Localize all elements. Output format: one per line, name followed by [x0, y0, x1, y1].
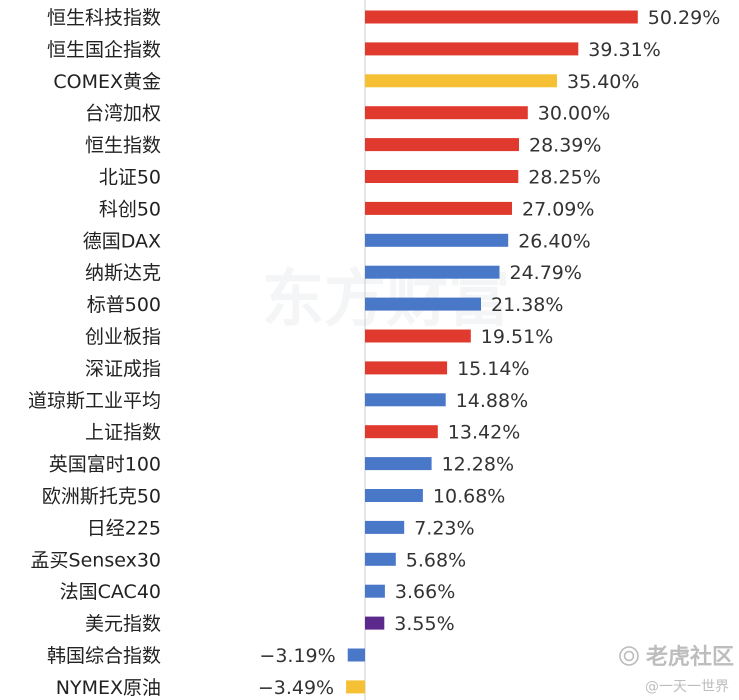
category-label-19: 美元指数 — [85, 613, 161, 635]
category-label-1: 恒生国企指数 — [47, 39, 161, 61]
category-label-20: 韩国综合指数 — [47, 645, 161, 667]
brand-author: @一天一世界 — [645, 679, 729, 695]
value-label-8: 24.79% — [510, 262, 582, 284]
bar-18 — [365, 584, 385, 598]
bar-17 — [365, 552, 396, 566]
category-label-7: 德国DAX — [83, 230, 161, 252]
category-label-18: 法国CAC40 — [60, 581, 161, 603]
bar-0 — [365, 10, 638, 24]
bar-9 — [365, 297, 481, 311]
bar-20 — [347, 648, 365, 662]
value-label-1: 39.31% — [588, 39, 660, 61]
value-label-3: 30.00% — [538, 103, 610, 125]
bar-4 — [365, 138, 519, 152]
bars-group — [346, 10, 638, 694]
category-label-4: 恒生指数 — [85, 135, 161, 157]
category-label-13: 上证指数 — [85, 422, 161, 444]
value-label-4: 28.39% — [529, 135, 601, 157]
value-label-2: 35.40% — [567, 71, 639, 93]
value-labels-group: 50.29% 39.31% 35.40% 30.00% 28.39% 28.25% 27.0… — [258, 7, 720, 699]
bar-7 — [365, 233, 509, 247]
brand-mark: 老虎社区 @一天一世界 — [619, 644, 734, 695]
bar-13 — [365, 425, 438, 439]
bar-15 — [365, 489, 423, 502]
bar-5 — [365, 170, 519, 183]
category-label-6: 科创50 — [99, 198, 161, 220]
bar-14 — [365, 457, 432, 471]
value-label-12: 14.88% — [456, 390, 528, 412]
value-label-14: 12.28% — [442, 454, 514, 476]
bar-1 — [365, 42, 579, 56]
value-label-0: 50.29% — [648, 7, 720, 29]
category-label-10: 创业板指 — [85, 326, 161, 348]
value-label-11: 15.14% — [457, 358, 529, 380]
category-label-16: 日经225 — [87, 517, 161, 539]
category-label-14: 英国富时100 — [49, 454, 161, 476]
bar-3 — [365, 106, 528, 120]
value-label-15: 10.68% — [433, 486, 505, 508]
bar-2 — [365, 74, 557, 88]
value-label-9: 21.38% — [491, 294, 563, 316]
bar-8 — [365, 265, 500, 279]
bar-12 — [365, 393, 446, 407]
category-label-2: COMEX黄金 — [53, 71, 161, 93]
value-label-21: −3.49% — [258, 677, 334, 699]
category-label-21: NYMEX原油 — [56, 677, 161, 699]
category-label-8: 纳斯达克 — [85, 262, 161, 284]
category-label-0: 恒生科技指数 — [47, 7, 161, 29]
category-label-9: 标普500 — [87, 294, 161, 316]
bar-11 — [365, 361, 448, 375]
category-label-17: 孟买Sensex30 — [31, 549, 161, 571]
category-label-11: 深证成指 — [85, 358, 161, 380]
bar-6 — [365, 201, 512, 215]
value-label-19: 3.55% — [394, 613, 454, 635]
category-label-5: 北证50 — [99, 167, 161, 189]
value-label-7: 26.40% — [518, 230, 590, 252]
brand-name: 老虎社区 — [645, 644, 734, 670]
value-label-6: 27.09% — [522, 198, 594, 220]
bar-10 — [365, 329, 471, 343]
value-label-18: 3.66% — [395, 581, 455, 603]
value-label-5: 28.25% — [528, 167, 600, 189]
category-label-3: 台湾加权 — [85, 103, 161, 125]
category-label-15: 欧洲斯托克50 — [42, 486, 161, 508]
category-label-12: 道琼斯工业平均 — [28, 390, 161, 412]
value-label-17: 5.68% — [406, 549, 466, 571]
bar-19 — [365, 616, 385, 630]
bar-16 — [365, 520, 405, 534]
bar-21 — [346, 680, 365, 694]
value-label-20: −3.19% — [259, 645, 335, 667]
value-label-10: 19.51% — [481, 326, 553, 348]
value-label-13: 13.42% — [448, 422, 520, 444]
tiger-community-logo-icon — [619, 646, 639, 666]
value-label-16: 7.23% — [414, 517, 474, 539]
